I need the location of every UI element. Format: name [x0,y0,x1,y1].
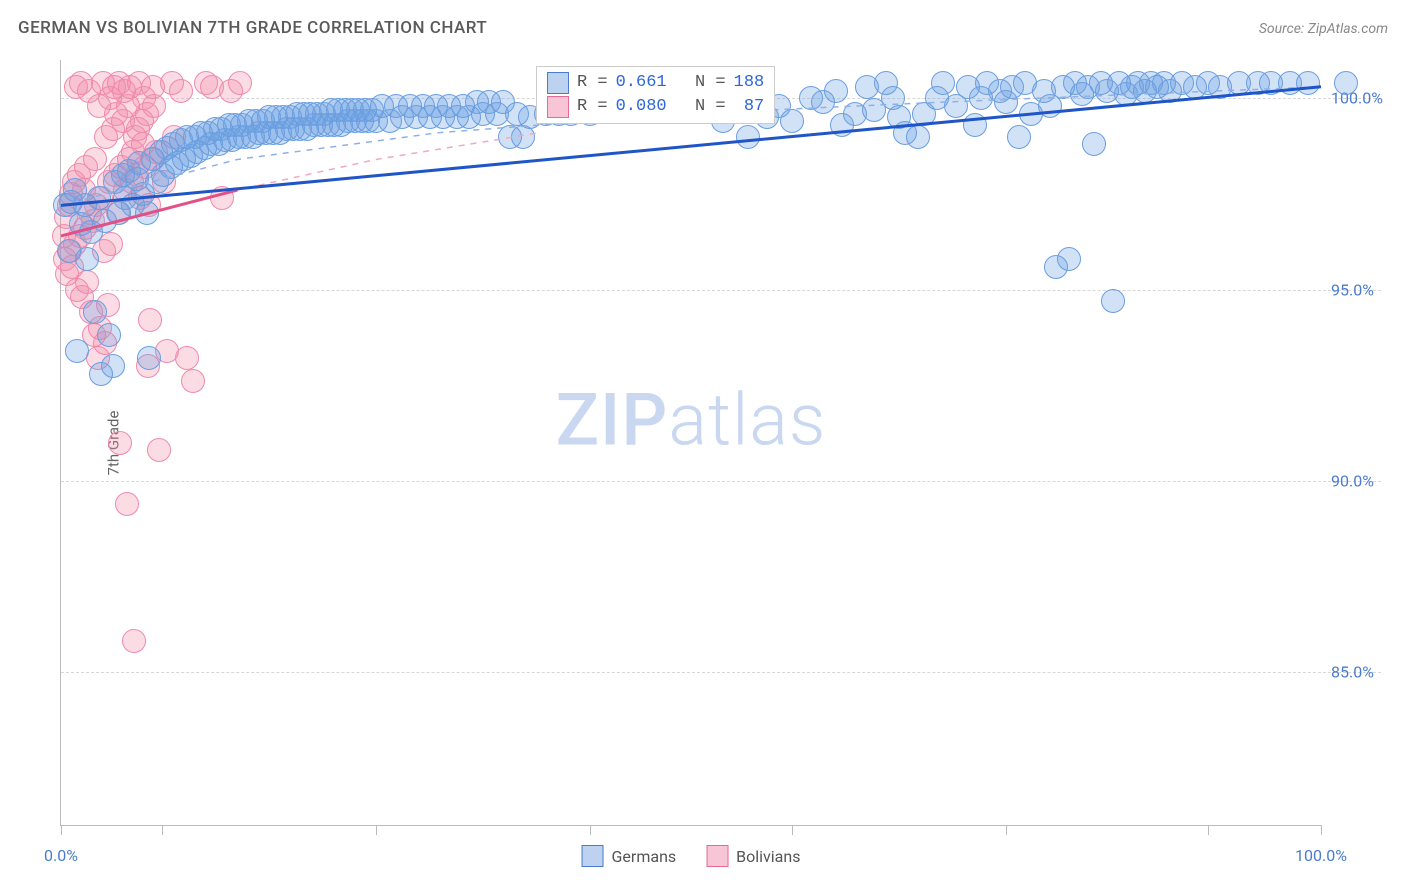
bolivians-point [99,232,123,256]
bolivians-point [181,369,205,393]
chart-area: 7th Grade 85.0%90.0%95.0%100.0% ZIPatlas… [60,60,1321,826]
x-axis-max-label: 100.0% [1295,846,1347,865]
y-tick-label: 85.0% [1331,663,1406,682]
germans-point [1007,125,1031,149]
germans-point [83,300,107,324]
source-label: Source: ZipAtlas.com [1259,21,1388,37]
bolivians-swatch-icon [706,845,728,867]
germans-point [97,323,121,347]
germans-point [931,71,955,95]
series-legend: Germans Bolivians [582,845,801,867]
germans-point [1296,71,1320,95]
germans-point [1057,247,1081,271]
germans-swatch-icon [582,845,604,867]
germans-point [963,113,987,137]
germans-point [736,125,760,149]
legend-germans-label: Germans [612,847,677,866]
y-tick-label: 90.0% [1331,471,1406,490]
watermark: ZIPatlas [556,377,827,462]
x-tick [590,825,591,835]
germans-point [906,125,930,149]
bolivians-swatch-icon [547,96,569,118]
bolivians-point [147,438,171,462]
germans-point [1334,71,1358,95]
bolivians-point [169,79,193,103]
germans-point [780,109,804,133]
bolivians-point [175,346,199,370]
bolivians-point [122,629,146,653]
germans-point [824,79,848,103]
x-tick [1321,825,1322,835]
x-tick [162,825,163,835]
germans-point [135,201,159,225]
germans-point [101,354,125,378]
bolivians-point [210,186,234,210]
gridline [61,481,1381,482]
germans-point [137,346,161,370]
bolivians-point [83,147,107,171]
germans-point [65,339,89,363]
bolivians-point [115,492,139,516]
bolivians-point [108,431,132,455]
germans-point [75,247,99,271]
germans-point [1082,132,1106,156]
x-tick [61,825,62,835]
bolivians-point [228,71,252,95]
x-tick [376,825,377,835]
gridline [61,290,1381,291]
bolivians-point [142,94,166,118]
bolivians-point [138,308,162,332]
correlation-legend: R = 0.661 N = 188 R = 0.080 N = 87 [536,66,775,124]
germans-swatch-icon [547,72,569,94]
x-tick [792,825,793,835]
x-axis-min-label: 0.0% [44,846,78,865]
legend-bolivians-label: Bolivians [736,847,800,866]
x-tick [1006,825,1007,835]
y-tick-label: 95.0% [1331,280,1406,299]
x-tick [1208,825,1209,835]
bolivians-point [75,270,99,294]
germans-point [1101,289,1125,313]
chart-title: GERMAN VS BOLIVIAN 7TH GRADE CORRELATION… [18,18,487,38]
gridline [61,672,1381,673]
